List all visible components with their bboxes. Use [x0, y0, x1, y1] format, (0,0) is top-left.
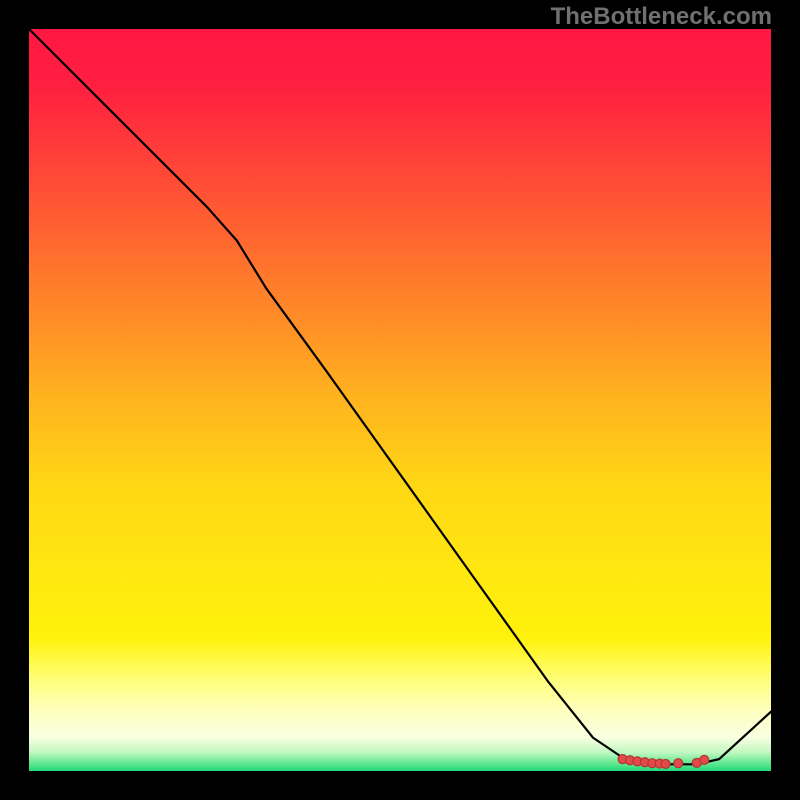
- frame-bottom: [0, 771, 800, 800]
- marker-point: [700, 755, 709, 764]
- marker-point: [674, 759, 683, 768]
- marker-point: [661, 759, 670, 768]
- frame-right: [771, 0, 800, 800]
- bottleneck-chart: [0, 0, 800, 800]
- watermark-text: TheBottleneck.com: [551, 3, 772, 31]
- frame-left: [0, 0, 29, 800]
